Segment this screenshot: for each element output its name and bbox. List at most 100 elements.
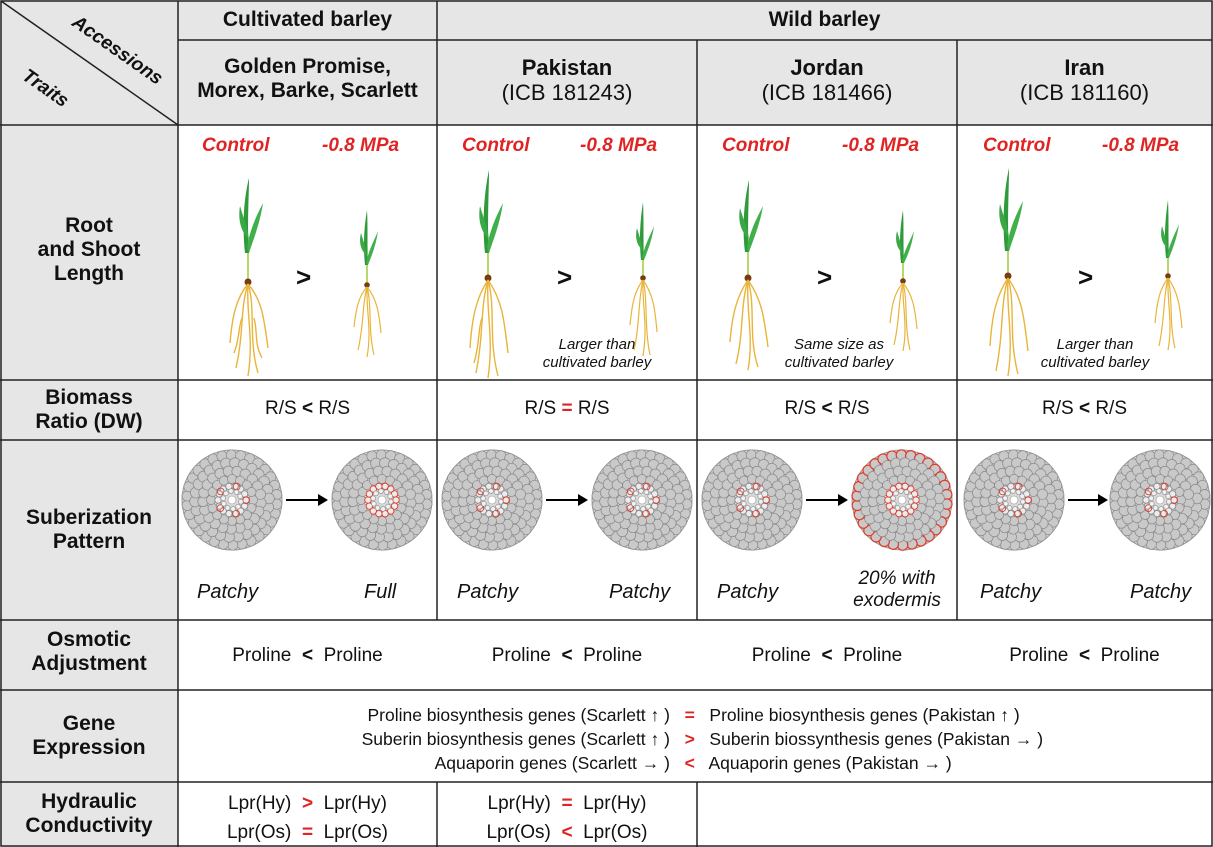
ratio-right: R/S — [837, 398, 870, 419]
gene-left: Proline biosynthesis genes (Scarlett — [367, 705, 646, 725]
trend-up-icon: ↑ — [650, 705, 660, 725]
condition-control: Control — [722, 135, 790, 156]
osmotic-left: Proline — [491, 645, 551, 666]
trait-line: Root — [65, 214, 113, 237]
root-cross-section-icon — [331, 449, 433, 551]
gene-left: Suberin biosynthesis genes (Scarlett — [361, 729, 646, 749]
root-compare-sign: > — [1078, 262, 1094, 292]
accession-line2: (ICB 181160) — [1019, 80, 1150, 106]
suberization-after-label: Patchy — [609, 581, 671, 603]
trait-line: Osmotic — [46, 628, 132, 651]
ratio-operator: < — [301, 398, 314, 419]
trait-line: Ratio (DW) — [35, 410, 143, 434]
gene-right: Proline biosynthesis genes (Pakistan — [709, 705, 996, 725]
ratio-right: R/S — [577, 398, 610, 419]
size-note: Larger than cultivated barley — [1040, 336, 1150, 371]
osmotic-cell: Proline < Proline — [957, 645, 1212, 667]
arrow-right-icon — [1068, 494, 1108, 506]
accession-line1: Pakistan — [521, 55, 613, 80]
root-cross-section-icon — [963, 449, 1065, 551]
condition-stress: -0.8 MPa — [1102, 135, 1180, 156]
ratio-left: R/S — [1041, 398, 1074, 419]
hydraulic-right: Lpr(Os) — [323, 822, 389, 843]
accession-header-jordan: Jordan (ICB 181466) — [697, 55, 957, 106]
accession-line2: (ICB 181243) — [501, 80, 633, 106]
ratio-operator: < — [1078, 398, 1091, 419]
group-cultivated: Cultivated barley — [222, 8, 393, 31]
size-note: Same size as cultivated barley — [784, 336, 894, 371]
ratio-operator: < — [821, 398, 833, 419]
osmotic-operator: < — [561, 645, 573, 666]
barley-seedling-control-icon — [229, 178, 269, 377]
trait-line: Suberization — [25, 506, 152, 529]
hydraulic-operator: < — [561, 822, 573, 843]
osmotic-right: Proline — [323, 645, 383, 666]
hydraulic-cell: Lpr(Os) < Lpr(Os) — [437, 822, 697, 844]
hydraulic-cell: Lpr(Hy) = Lpr(Hy) — [437, 793, 697, 815]
condition-stress: -0.8 MPa — [580, 135, 658, 156]
trait-line: Hydraulic — [41, 790, 137, 813]
root-cross-section-icon — [701, 449, 803, 551]
hydraulic-operator: = — [561, 793, 573, 814]
ratio-operator: = — [561, 398, 573, 419]
accession-line2: (ICB 181466) — [761, 80, 893, 106]
barley-seedling-control-icon — [469, 170, 509, 379]
ratio-left: R/S — [264, 398, 297, 419]
trait-gene: Gene Expression — [0, 712, 178, 760]
gene-operator: < — [684, 753, 695, 773]
root-compare-sign: > — [296, 262, 312, 292]
trait-line: Gene — [62, 712, 116, 735]
root-cross-section-icon — [851, 449, 953, 551]
gene-operator: > — [684, 729, 695, 749]
osmotic-right: Proline — [843, 645, 903, 666]
condition-control: Control — [462, 135, 530, 156]
trend-right-icon: → — [641, 753, 660, 773]
trait-biomass: Biomass Ratio (DW) — [0, 386, 178, 434]
arrow-right-icon — [286, 494, 328, 506]
root-compare-sign: > — [817, 262, 833, 292]
hydraulic-left: Lpr(Os) — [226, 822, 292, 843]
trait-hydraulic: Hydraulic Conductivity — [0, 790, 178, 838]
condition-control: Control — [983, 135, 1051, 156]
condition-control: Control — [202, 135, 270, 156]
trait-line: Conductivity — [25, 814, 153, 838]
gene-left: Aquaporin genes (Scarlett — [434, 753, 637, 773]
condition-stress: -0.8 MPa — [842, 135, 920, 156]
suberization-before-label: Patchy — [197, 581, 259, 603]
accession-header-pakistan: Pakistan (ICB 181243) — [437, 55, 697, 106]
root-cross-section-icon — [441, 449, 543, 551]
trait-line: Length — [54, 262, 124, 286]
gene-row: Aquaporin genes (Scarlett → ) < Aquapori… — [434, 753, 952, 773]
osmotic-right: Proline — [583, 645, 643, 666]
accession-line2: Morex, Barke, Scarlett — [197, 79, 418, 103]
ratio-left: R/S — [784, 398, 817, 419]
accession-line1: Iran — [1064, 55, 1105, 80]
barley-seedling-stress-icon — [889, 210, 918, 352]
hydraulic-left: Lpr(Os) — [486, 822, 551, 843]
trait-osmotic: Osmotic Adjustment — [0, 628, 178, 676]
trend-right-icon: → — [1014, 729, 1033, 749]
hydraulic-operator: > — [301, 793, 314, 814]
root-cross-section-icon — [181, 449, 283, 551]
trait-root-shoot: Root and Shoot Length — [0, 214, 178, 286]
osmotic-cell: Proline < Proline — [437, 645, 697, 667]
trend-up-icon: ↑ — [650, 729, 660, 749]
gene-right: Aquaporin genes (Pakistan — [708, 753, 919, 773]
hydraulic-cell: Lpr(Os) = Lpr(Os) — [178, 822, 437, 844]
barley-seedling-control-icon — [989, 168, 1029, 377]
biomass-ratio-cell: R/S < R/S — [178, 398, 437, 420]
osmotic-cell: Proline < Proline — [697, 645, 957, 667]
osmotic-left: Proline — [1009, 645, 1069, 666]
group-wild: Wild barley — [768, 8, 881, 31]
osmotic-operator: < — [821, 645, 833, 666]
hydraulic-operator: = — [301, 822, 314, 843]
arrow-right-icon — [806, 494, 848, 506]
ratio-right: R/S — [1095, 398, 1128, 419]
osmotic-right: Proline — [1100, 645, 1160, 666]
accession-line1: Jordan — [790, 55, 864, 80]
barley-seedling-control-icon — [729, 180, 769, 371]
barley-seedling-stress-icon — [1154, 200, 1183, 351]
suberization-before-label: Patchy — [980, 581, 1042, 603]
osmotic-operator: < — [301, 645, 314, 666]
